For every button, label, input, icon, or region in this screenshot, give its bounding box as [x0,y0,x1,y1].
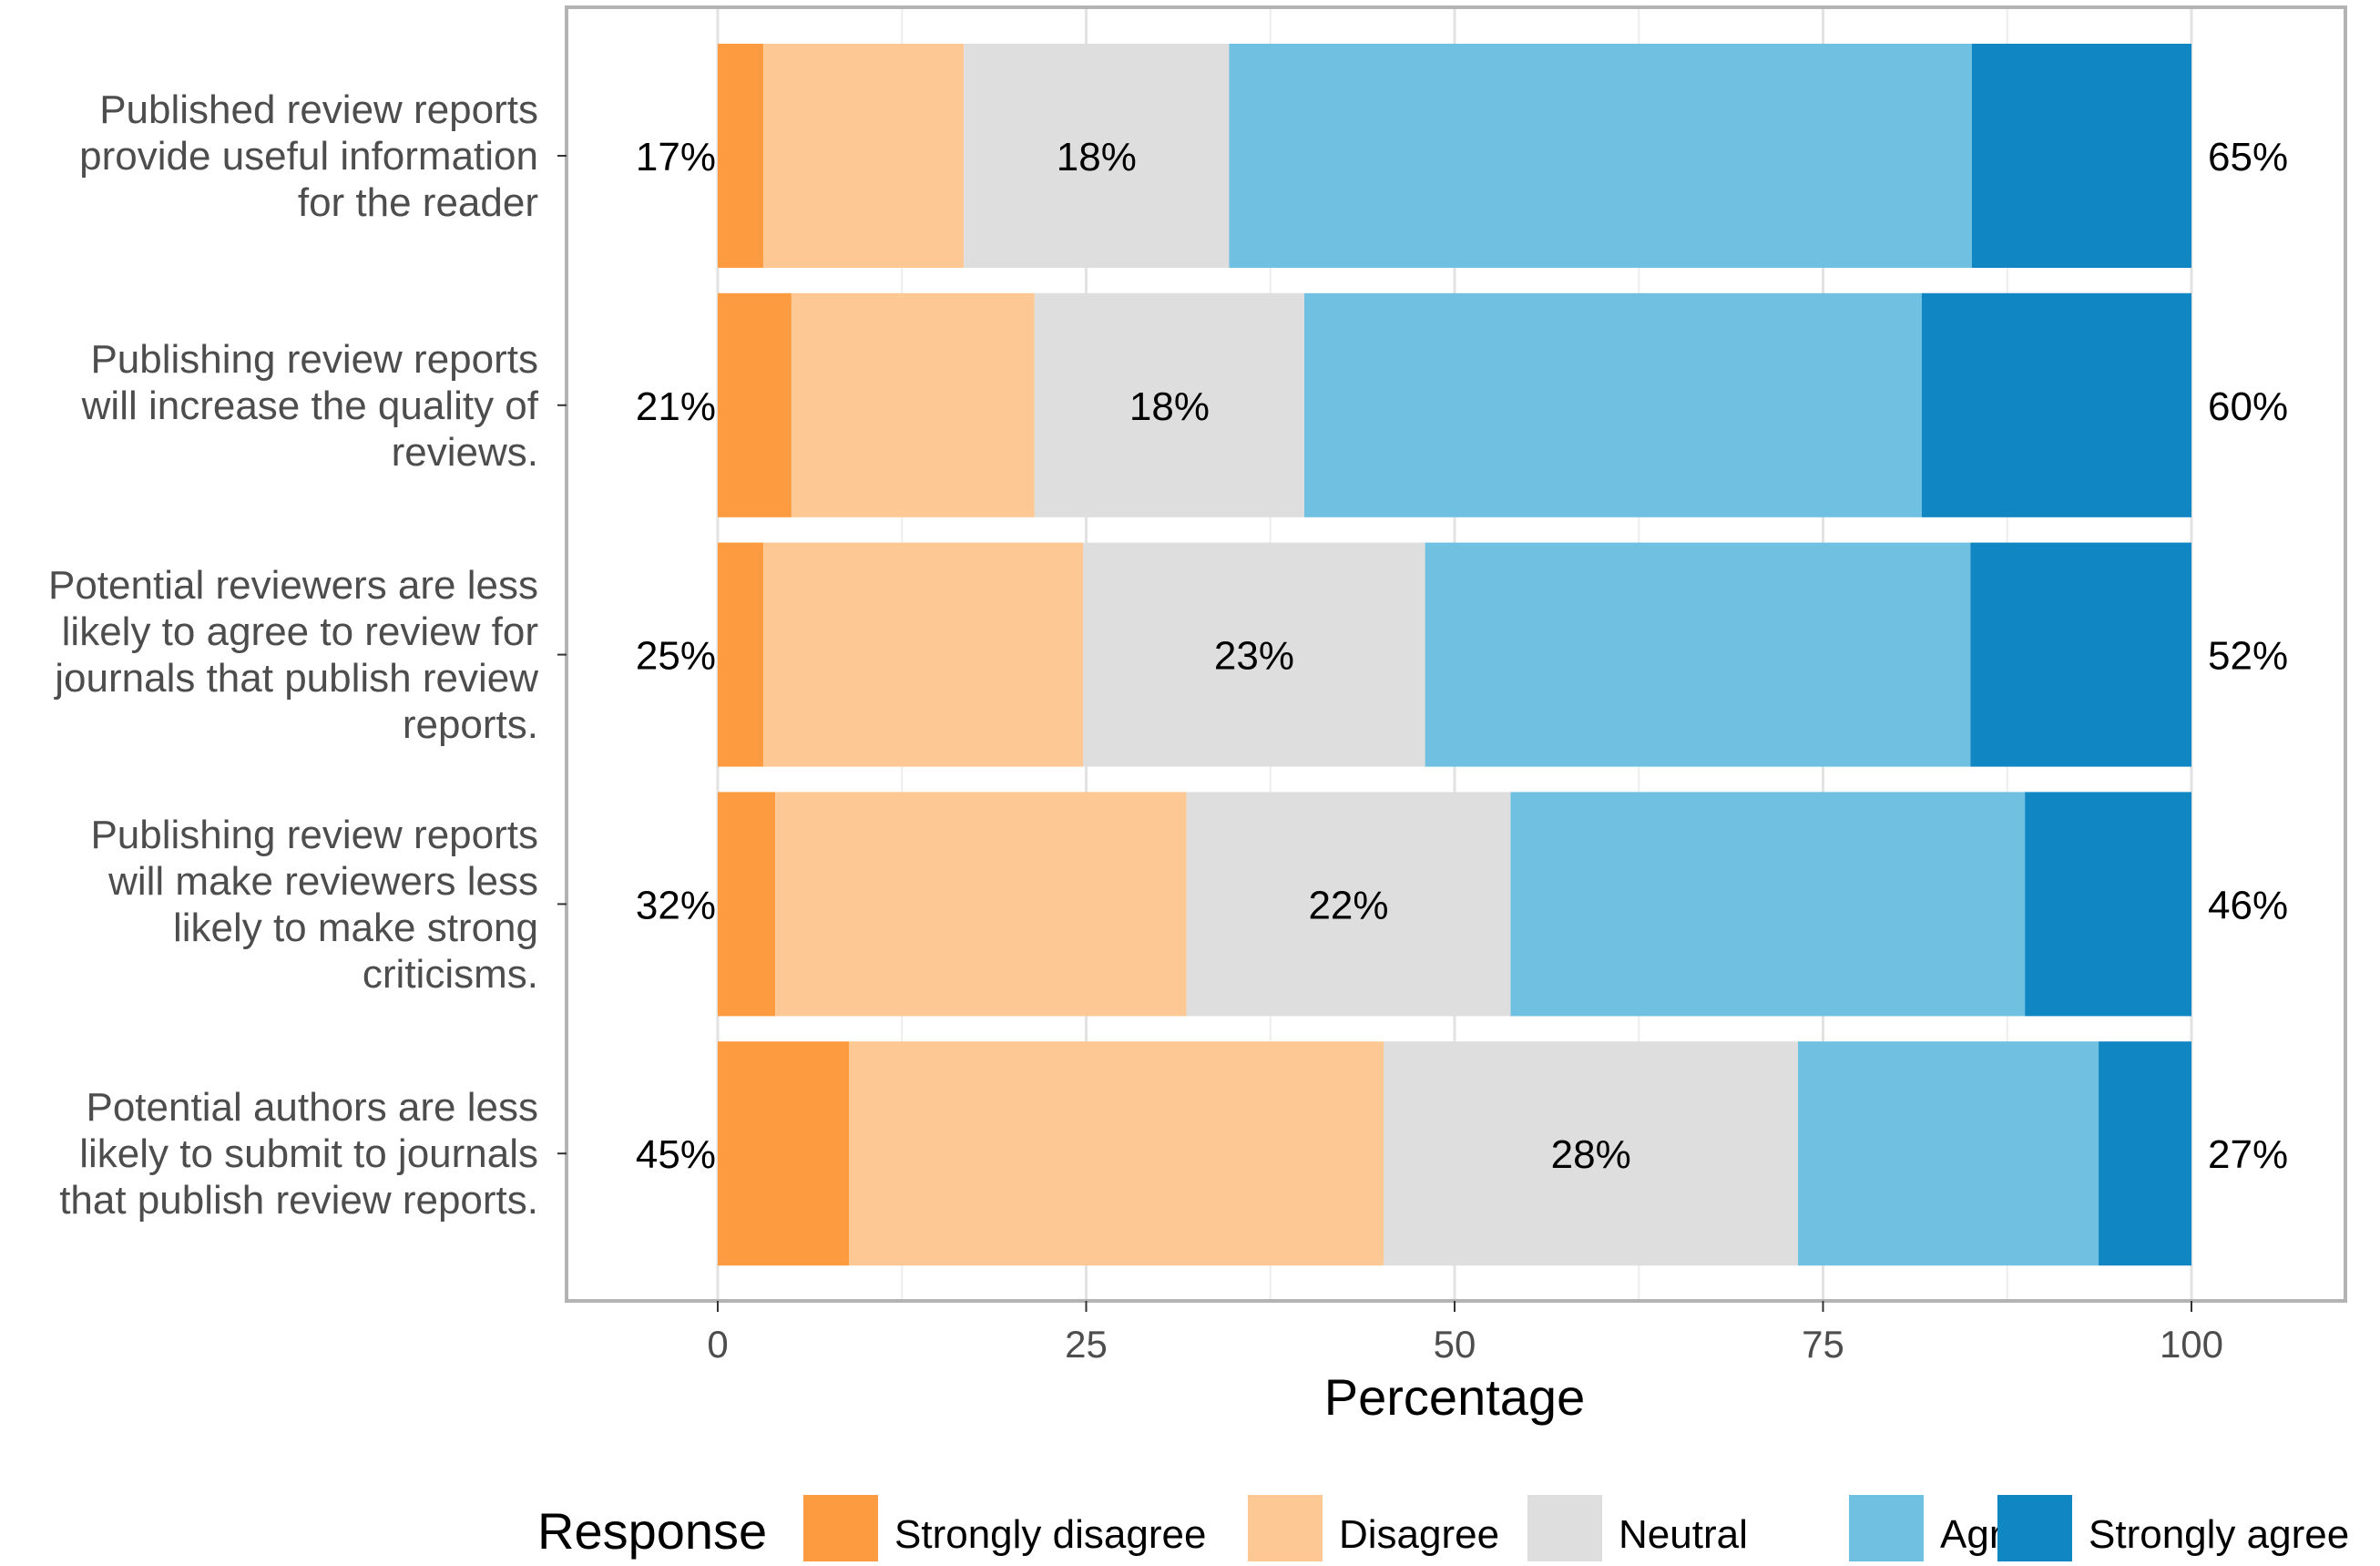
bar-segment-neutral [1384,1041,1798,1266]
category-label: Publishing review reports [90,813,538,857]
bar-segment-strongly-disagree [718,792,776,1017]
bar-segment-neutral [1034,292,1304,517]
legend-key [1248,1495,1323,1566]
category-label: likely to make strong [173,906,538,950]
legend-title: Response [537,1502,767,1560]
category-label: likely to agree to review for [62,609,538,654]
bar-segment-agree [1229,44,1972,268]
bar-segment-agree [1425,542,1971,767]
left-percent-label: 25% [636,634,716,679]
category-label: likely to submit to journals [79,1131,538,1176]
category-label: Publishing review reports [90,337,538,382]
category-label: that publish review reports. [59,1178,538,1223]
x-axis-title: Percentage [1324,1368,1585,1426]
legend-label: Strongly disagree [894,1512,1206,1557]
bar-segment-strongly-disagree [718,292,792,517]
bar-segment-strongly-agree [1970,542,2191,767]
legend-key [1849,1495,1924,1566]
bar-segment-strongly-disagree [718,44,764,268]
category-label: will make reviewers less [107,859,538,904]
right-percent-label: 60% [2208,384,2288,429]
right-percent-label: 65% [2208,135,2288,179]
category-label: journals that publish review [53,656,538,701]
x-tick-label: 75 [1802,1323,1844,1366]
bar-segment-agree [1303,292,1922,517]
x-tick-label: 100 [2160,1323,2223,1366]
bar-segment-neutral [1083,542,1425,767]
neutral-percent-label: 28% [1551,1132,1631,1177]
left-percent-label: 21% [636,384,716,429]
bar-segment-disagree [763,44,965,268]
legend-key [803,1495,878,1566]
neutral-percent-label: 22% [1308,883,1388,927]
bar-segment-disagree [849,1041,1384,1266]
legend-label: Strongly agree [2089,1512,2349,1557]
neutral-percent-label: 18% [1057,135,1137,179]
legend-key [1527,1495,1602,1566]
legend-label: Disagree [1339,1512,1499,1557]
neutral-percent-label: 18% [1129,384,1210,429]
neutral-percent-label: 23% [1214,634,1294,679]
bar-segment-strongly-agree [2099,1041,2191,1266]
category-label: for the reader [298,180,538,225]
x-tick-label: 0 [707,1323,728,1366]
category-label: reviews. [392,430,538,475]
category-label: criticisms. [363,952,538,997]
bar-segment-strongly-agree [2025,792,2191,1017]
category-label: Potential authors are less [86,1085,538,1130]
bar-segment-neutral [964,44,1230,268]
category-label: provide useful information [79,134,538,179]
category-label: will increase the quality of [81,384,539,428]
category-label: Potential reviewers are less [48,563,538,608]
left-percent-label: 45% [636,1132,716,1177]
bar-segment-agree [1510,792,2026,1017]
bar-segment-strongly-disagree [718,1041,850,1266]
legend-label: Neutral [1619,1512,1748,1557]
left-percent-label: 17% [636,135,716,179]
category-label: reports. [403,702,538,747]
x-tick-label: 25 [1065,1323,1108,1366]
bar-segment-strongly-agree [1971,44,2191,268]
bar-segment-neutral [1186,792,1511,1017]
left-percent-label: 32% [636,883,716,927]
right-percent-label: 52% [2208,634,2288,679]
right-percent-label: 46% [2208,883,2288,927]
bar-segment-disagree [791,292,1035,517]
bar-segment-strongly-agree [1921,292,2191,517]
category-label: Published review reports [99,87,538,132]
bar-segment-disagree [775,792,1187,1017]
right-percent-label: 27% [2208,1132,2288,1177]
legend-key [1997,1495,2072,1566]
bar-segment-strongly-disagree [718,542,764,767]
x-tick-label: 50 [1434,1323,1476,1366]
bar-segment-agree [1797,1041,2099,1266]
bar-segment-disagree [763,542,1084,767]
